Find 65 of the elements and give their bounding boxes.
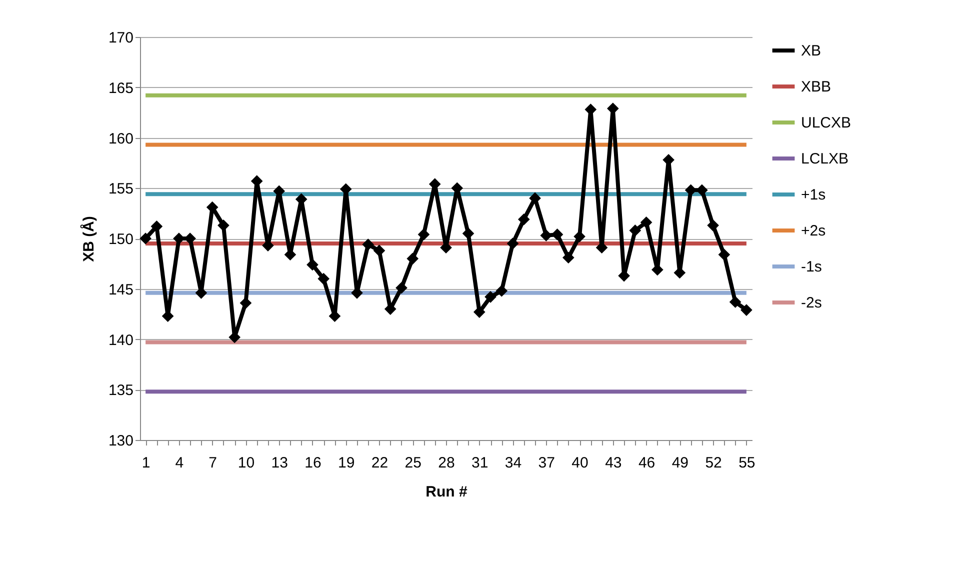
legend-label: XBB [801, 78, 832, 96]
point [218, 219, 230, 232]
point [318, 272, 330, 285]
y-tick-label: 135 [108, 382, 134, 400]
point [406, 252, 419, 265]
x-tick-label: 10 [238, 454, 255, 472]
x-tick-label: 31 [472, 454, 488, 472]
point [729, 296, 742, 308]
point [518, 213, 530, 226]
point [551, 228, 564, 240]
x-tick-label: 34 [504, 454, 522, 472]
point [373, 244, 386, 257]
point [496, 284, 508, 297]
point [140, 232, 152, 244]
y-tick-label: 145 [108, 281, 134, 298]
x-tick-label: 19 [338, 454, 355, 472]
legend-label: +1s [801, 186, 826, 204]
x-tick-label: 37 [538, 454, 555, 472]
x-tick-label: 40 [572, 454, 588, 472]
point [707, 219, 719, 232]
y-tick-label: 140 [108, 332, 134, 349]
point [696, 184, 708, 196]
x-tick-label: 43 [605, 454, 622, 472]
point [484, 291, 496, 303]
point [150, 220, 163, 232]
x-tick-label: 46 [638, 454, 656, 472]
x-tick-label: 4 [175, 454, 184, 472]
point [529, 192, 541, 204]
x-tick-label: 1 [142, 454, 150, 472]
point [718, 248, 730, 261]
x-tick-label: 22 [371, 454, 388, 472]
y-tick-label: 160 [108, 130, 134, 148]
point [506, 238, 519, 250]
x-tick-label: 7 [208, 454, 217, 472]
x-tick-label: 55 [738, 454, 756, 472]
y-tick-label: 165 [108, 80, 134, 97]
point [562, 252, 574, 264]
legend-label: XB [801, 42, 822, 60]
y-tick-label: 150 [108, 231, 134, 248]
x-tick-label: 16 [304, 454, 322, 472]
point [629, 224, 642, 236]
legend-label: ULCXB [801, 114, 852, 132]
x-axis-title: Run # [426, 484, 468, 500]
legend-label: +2s [801, 222, 826, 240]
point [418, 228, 430, 240]
point [574, 230, 586, 242]
x-tick-label: 49 [672, 454, 689, 472]
y-tick-label: 170 [108, 30, 134, 46]
y-tick-label: 155 [108, 180, 134, 198]
x-tick-label: 52 [705, 454, 722, 472]
legend-label: LCLXB [801, 150, 849, 168]
legend-label: -2s [801, 294, 822, 312]
x-tick-label: 25 [404, 454, 422, 472]
point [240, 297, 252, 309]
point [462, 228, 474, 240]
point [306, 258, 318, 271]
point [640, 216, 652, 228]
legend-label: -1s [801, 258, 822, 276]
point [740, 304, 752, 316]
point [362, 238, 374, 250]
point [396, 282, 408, 294]
y-axis-title: XB (Å) [79, 216, 98, 262]
x-tick-label: 13 [271, 454, 288, 472]
y-tick-label: 130 [108, 432, 134, 450]
x-tick-label: 28 [438, 454, 455, 472]
